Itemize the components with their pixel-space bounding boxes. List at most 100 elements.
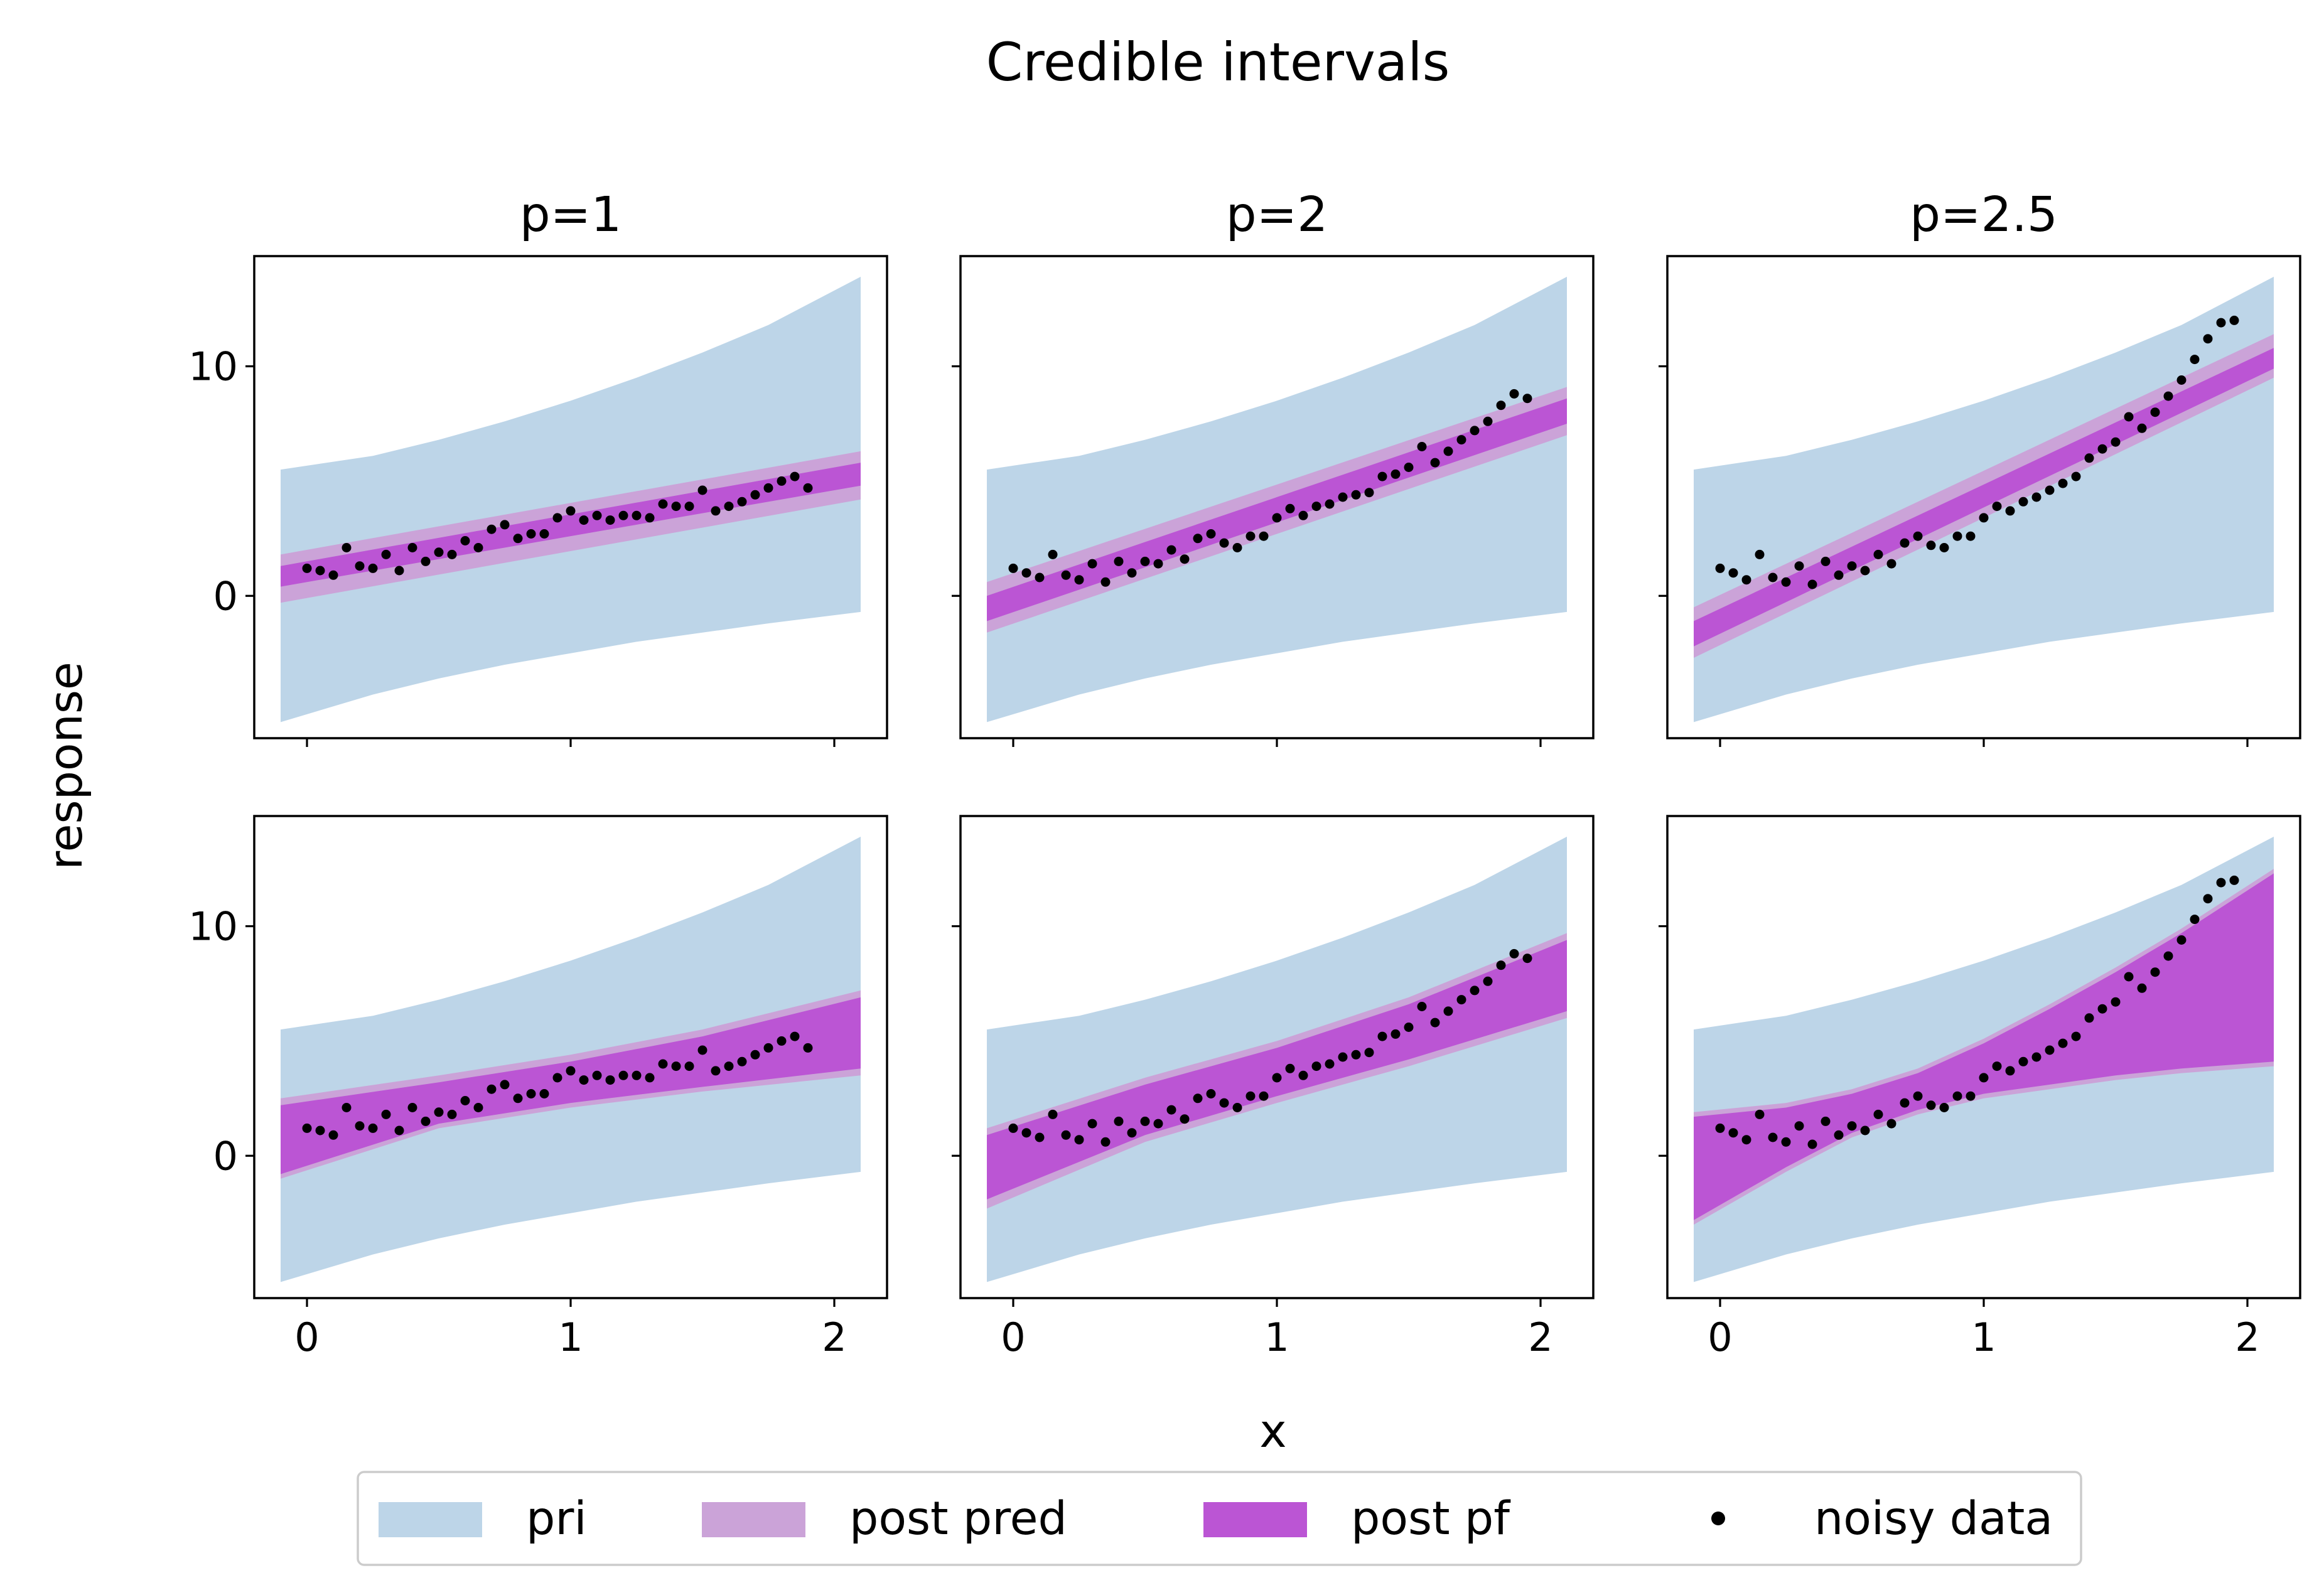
data-point <box>2150 407 2160 417</box>
data-point <box>473 543 483 552</box>
data-point <box>1206 529 1216 539</box>
figure-title: Credible intervals <box>986 31 1450 93</box>
data-point <box>658 499 668 509</box>
data-point <box>605 1075 615 1085</box>
data-point <box>552 1073 562 1083</box>
data-point <box>1351 1050 1361 1060</box>
data-point <box>1860 1125 1870 1136</box>
y-tick-label: 0 <box>213 573 238 619</box>
data-point <box>328 1130 338 1140</box>
data-point <box>1886 559 1896 569</box>
data-point <box>1285 503 1295 513</box>
data-point <box>1114 1116 1124 1126</box>
data-point <box>315 566 325 576</box>
data-point <box>1232 1103 1242 1112</box>
posterior-pf-band <box>987 398 1567 621</box>
data-point <box>421 1116 431 1126</box>
data-point <box>1741 575 1751 585</box>
data-point <box>1166 1105 1176 1115</box>
data-point <box>2124 412 2134 422</box>
data-point <box>368 563 378 573</box>
data-point <box>1509 389 1519 399</box>
data-point <box>368 1123 378 1133</box>
legend-label: post pf <box>1351 1492 1511 1545</box>
data-point <box>302 1123 312 1133</box>
data-point <box>1391 469 1401 479</box>
panel-1: 0 10 p=1 <box>188 187 888 747</box>
y-axis-label: response <box>40 662 93 870</box>
data-point <box>1245 531 1256 541</box>
legend: pri post pred post pf noisy data <box>357 1471 2082 1566</box>
data-point <box>1847 561 1857 571</box>
data-point <box>1219 1098 1229 1108</box>
data-point <box>500 1080 510 1090</box>
data-point <box>487 524 497 534</box>
data-point <box>381 549 391 559</box>
data-point <box>711 1066 721 1076</box>
data-point <box>1298 510 1308 520</box>
data-point <box>1140 1116 1150 1126</box>
data-point <box>1715 1123 1725 1133</box>
data-point <box>2058 478 2068 488</box>
data-point <box>2176 375 2187 385</box>
data-point <box>1966 1091 1976 1101</box>
data-point <box>1834 1130 1844 1140</box>
x-tick-label: 1 <box>1264 1314 1289 1360</box>
data-point <box>1272 513 1282 523</box>
x-tick-label: 2 <box>822 1314 846 1360</box>
data-point <box>632 1070 642 1080</box>
x-tick-label: 2 <box>2235 1314 2259 1360</box>
x-tick-label: 1 <box>558 1314 583 1360</box>
data-point <box>671 1061 681 1071</box>
x-tick-label: 0 <box>294 1314 319 1360</box>
data-point <box>2216 878 2226 888</box>
data-point <box>1522 394 1532 404</box>
data-point <box>724 1061 734 1071</box>
data-point <box>1021 1128 1031 1138</box>
data-point <box>1926 1100 1936 1110</box>
data-point <box>2005 506 2015 516</box>
data-point <box>1926 540 1936 550</box>
legend-swatch <box>379 1502 482 1537</box>
x-axis-label: x <box>1259 1405 1286 1458</box>
panel-2: p=2 <box>952 187 1595 747</box>
data-point <box>1048 1109 1058 1119</box>
data-point <box>1443 446 1453 456</box>
data-point <box>2163 391 2173 401</box>
panel-5: 0 1 2 <box>952 815 1595 1360</box>
data-point <box>566 1066 576 1076</box>
data-point <box>1311 1061 1321 1071</box>
data-point <box>487 1084 497 1094</box>
data-point <box>1483 976 1493 986</box>
data-point <box>1206 1089 1216 1098</box>
data-point <box>2058 1038 2068 1048</box>
data-point <box>434 547 444 557</box>
data-point <box>2097 444 2107 454</box>
data-point <box>407 1103 417 1112</box>
data-point <box>328 570 338 580</box>
data-point <box>1232 543 1242 552</box>
data-point <box>592 1070 602 1080</box>
data-point <box>697 485 707 495</box>
panel-4: 0 1 2 0 10 <box>188 815 888 1360</box>
data-point <box>526 529 536 539</box>
data-point <box>566 506 576 516</box>
data-point <box>579 515 589 525</box>
data-point <box>2018 497 2028 507</box>
data-point <box>1338 492 1348 502</box>
data-point <box>1417 442 1427 451</box>
data-point <box>1873 1109 1883 1119</box>
data-point <box>618 510 628 520</box>
x-tick-label: 0 <box>1708 1314 1732 1360</box>
data-point <box>407 543 417 552</box>
data-point <box>592 510 602 520</box>
data-point <box>1417 1002 1427 1011</box>
data-point <box>1755 549 1765 559</box>
data-point <box>1140 556 1150 566</box>
panel-title: p=2.5 <box>1910 187 2058 243</box>
data-point <box>697 1045 707 1055</box>
data-point <box>460 536 470 545</box>
data-point <box>1913 531 1923 541</box>
data-point <box>355 1121 365 1131</box>
